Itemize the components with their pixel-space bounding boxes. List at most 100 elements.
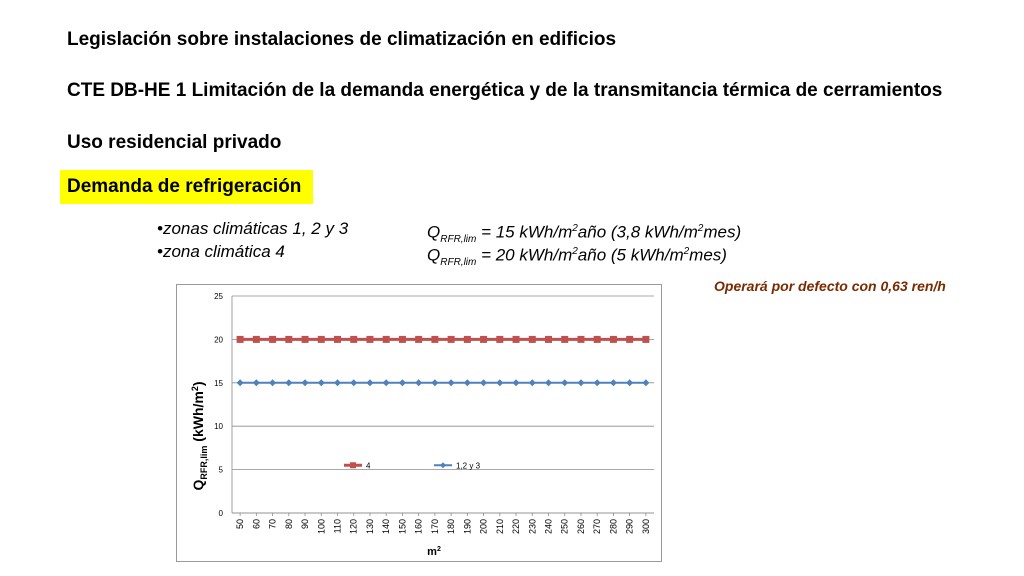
data-point-diamond (480, 379, 488, 387)
data-point-square (496, 335, 504, 343)
data-point-square (382, 335, 390, 343)
x-tick-label: 260 (576, 519, 586, 534)
data-point-diamond (561, 379, 569, 387)
data-point-square (415, 335, 423, 343)
y-tick-label: 0 (219, 509, 224, 518)
data-point-diamond (285, 379, 293, 387)
x-tick-label: 170 (430, 519, 440, 534)
x-tick-label: 100 (316, 519, 326, 534)
data-point-square (350, 335, 358, 343)
data-point-square (463, 335, 471, 343)
y-tick-label: 25 (214, 292, 223, 301)
x-tick-label: 180 (446, 519, 456, 534)
data-point-diamond (334, 379, 341, 387)
chart-svg: 0 5 10 15 20 25 50 60 70 80 90 100 110 120 130 140 150 16… (176, 284, 662, 562)
data-point-diamond (545, 379, 552, 387)
data-point-square (334, 335, 341, 343)
data-point-diamond (593, 379, 601, 387)
ventilation-note: Operará por defecto con 0,63 ren/h (714, 278, 946, 294)
data-point-square (285, 335, 293, 343)
y-axis-label: QRFR,lim (kWh/m2) (190, 381, 209, 490)
x-tick-label: 80 (284, 519, 294, 529)
x-tick-label: 230 (527, 519, 537, 534)
x-tick-label: 60 (251, 519, 261, 529)
legend-marker-square (350, 462, 356, 469)
x-tick-label: 200 (479, 519, 489, 534)
data-point-diamond (447, 379, 455, 387)
y-tick-label: 20 (214, 335, 223, 344)
data-point-square (545, 335, 552, 343)
x-tick-label: 190 (462, 519, 472, 534)
data-point-diamond (415, 379, 423, 387)
data-point-square (431, 335, 439, 343)
x-tick-label: 160 (414, 519, 424, 534)
bullet-label-zone-4: •zona climática 4 (157, 242, 285, 261)
x-tick-label: 250 (560, 519, 570, 534)
x-tick-label: 120 (349, 519, 359, 534)
data-point-square (317, 335, 325, 343)
data-point-square (593, 335, 601, 343)
x-tick-label: 220 (511, 519, 521, 534)
data-point-diamond (642, 379, 650, 387)
data-point-square (609, 335, 617, 343)
x-tick-label: 50 (235, 519, 245, 529)
legend-label: 4 (366, 461, 371, 470)
data-point-diamond (626, 379, 634, 387)
data-point-square (512, 335, 520, 343)
slide-title: Legislación sobre instalaciones de clima… (67, 29, 617, 50)
x-tick-label: 280 (608, 519, 618, 534)
x-tick-label: 110 (333, 519, 343, 533)
y-tick-label: 10 (214, 422, 223, 431)
data-point-square (528, 335, 536, 343)
data-point-diamond (317, 379, 325, 387)
data-point-square (269, 335, 277, 343)
data-point-square (252, 335, 260, 343)
highlight-heading: Demanda de refrigeración (60, 170, 314, 204)
data-point-diamond (609, 379, 617, 387)
demand-chart: 0 5 10 15 20 25 50 60 70 80 90 100 110 120 130 140 150 16… (176, 284, 662, 562)
data-point-square (447, 335, 455, 343)
data-point-diamond (398, 379, 406, 387)
x-tick-label: 70 (268, 519, 278, 529)
legend-label: 1,2 y 3 (456, 461, 481, 470)
use-heading: Uso residencial privado (67, 132, 282, 153)
data-point-diamond (528, 379, 536, 387)
data-point-diamond (252, 379, 260, 387)
data-point-diamond (496, 379, 504, 387)
x-tick-label: 130 (365, 519, 375, 534)
data-point-diamond (463, 379, 471, 387)
x-tick-label: 240 (544, 519, 554, 534)
data-point-diamond (269, 379, 277, 387)
x-tick-label: 290 (625, 519, 635, 534)
data-point-diamond (236, 379, 244, 387)
x-tick-label: 140 (381, 519, 391, 534)
data-point-square (366, 335, 374, 343)
data-point-diamond (366, 379, 374, 387)
data-point-square (577, 335, 585, 343)
x-tick-label: 150 (397, 519, 407, 534)
data-point-diamond (512, 379, 520, 387)
y-tick-label: 5 (219, 466, 224, 475)
bullet-formula-zones-123: QRFR,lim = 15 kWh/m2año (3,8 kWh/m2mes) (427, 222, 742, 246)
x-tick-label: 210 (495, 519, 505, 534)
data-point-square (642, 335, 650, 343)
data-point-diamond (431, 379, 439, 387)
x-tick-label: 270 (592, 519, 602, 534)
data-point-square (236, 335, 244, 343)
data-point-square (626, 335, 634, 343)
x-axis-label: m2 (427, 546, 441, 558)
legend-marker-diamond (440, 462, 446, 469)
data-point-diamond (350, 379, 358, 387)
x-tick-label: 300 (641, 519, 651, 534)
x-tick-label: 90 (300, 519, 310, 529)
data-point-square (301, 335, 309, 343)
slide-subtitle: CTE DB-HE 1 Limitación de la demanda ene… (67, 80, 943, 101)
data-point-diamond (577, 379, 585, 387)
data-point-square (480, 335, 488, 343)
data-point-diamond (301, 379, 309, 387)
bullet-formula-zone-4: QRFR,lim = 20 kWh/m2año (5 kWh/m2mes) (427, 245, 727, 269)
data-point-square (561, 335, 569, 343)
data-point-diamond (382, 379, 390, 387)
y-tick-label: 15 (214, 379, 223, 388)
bullet-label-zones-123: •zonas climáticas 1, 2 y 3 (157, 219, 349, 238)
